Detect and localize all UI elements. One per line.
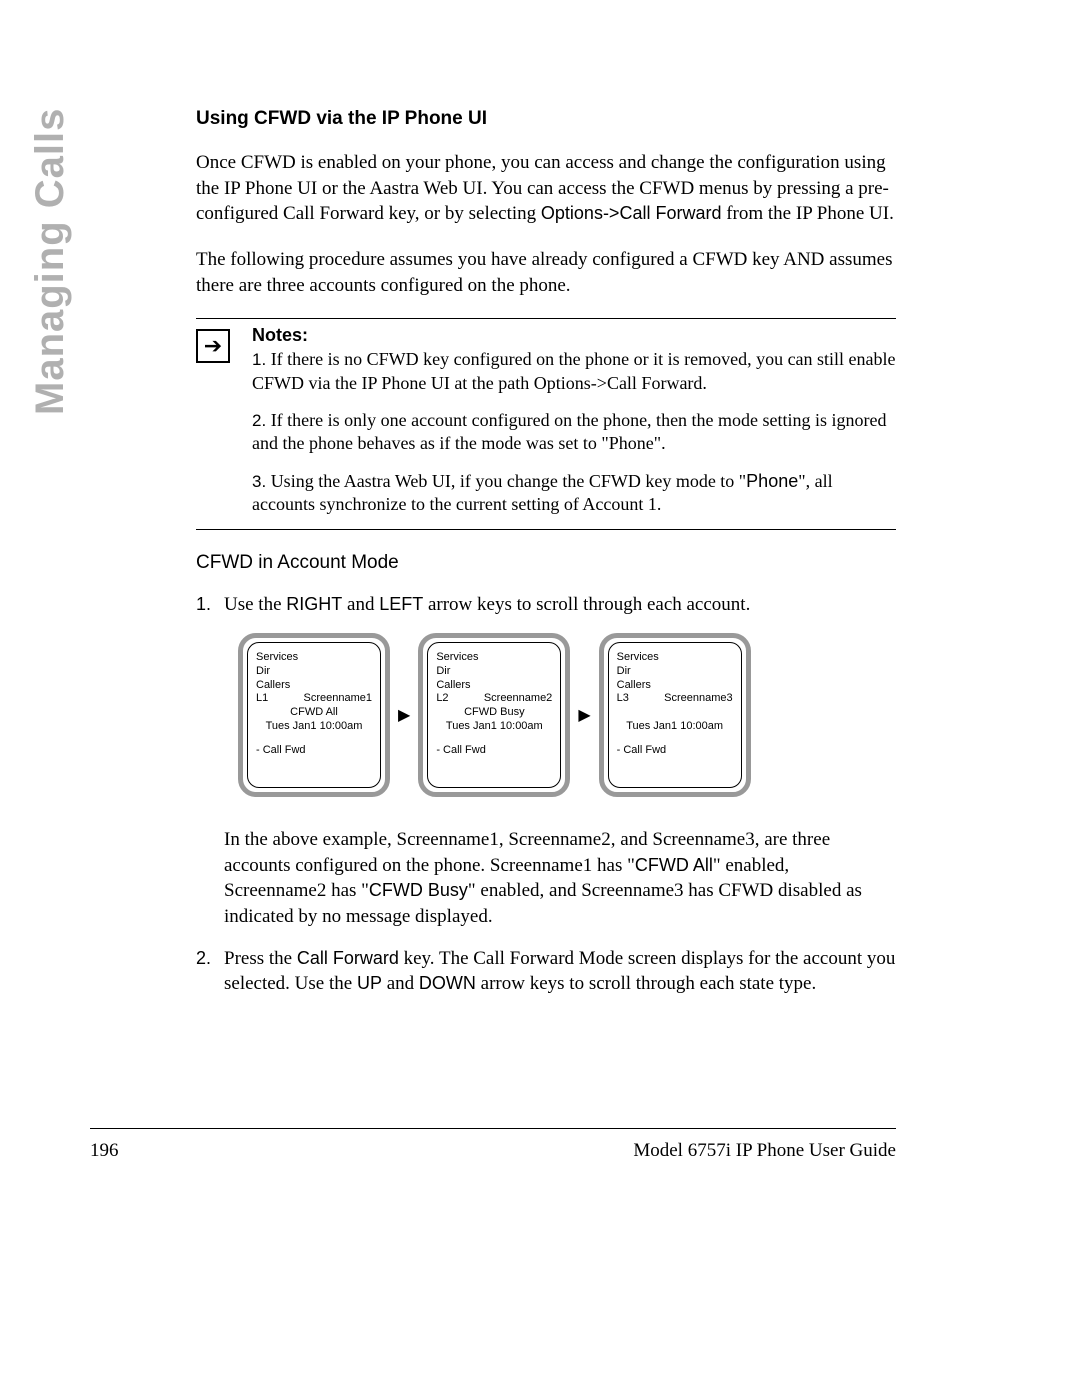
ps3-cfwd xyxy=(617,706,733,720)
note-1-num: 1. xyxy=(252,350,266,369)
ps3-screenname: Screenname3 xyxy=(664,692,733,706)
s1-e: arrow keys to scroll through each accoun… xyxy=(423,594,750,615)
ps1-services: Services xyxy=(256,651,372,665)
p1-c: from the IP Phone UI. xyxy=(721,203,893,224)
step-1-num: 1. xyxy=(196,592,224,618)
ps2-time: Tues Jan1 10:00am xyxy=(436,720,552,734)
note-1: 1. If there is no CFWD key configured on… xyxy=(252,348,896,395)
ps2-screenname: Screenname2 xyxy=(484,692,553,706)
s2-e: and xyxy=(382,973,419,994)
p1-b: Options->Call Forward xyxy=(541,203,722,223)
ps3-callers: Callers xyxy=(617,679,733,693)
phone-screen-3: Services Dir Callers L3 Screenname3 Tues… xyxy=(599,633,751,797)
s2-b: Call Forward xyxy=(297,948,399,968)
note-3-b: Phone xyxy=(746,471,798,491)
s1-c: and xyxy=(342,594,379,615)
footer-rule xyxy=(90,1128,896,1129)
phone-screen-2: Services Dir Callers L2 Screenname2 CFWD… xyxy=(418,633,570,797)
step-1: 1. Use the RIGHT and LEFT arrow keys to … xyxy=(196,592,896,618)
s1-d: LEFT xyxy=(379,594,423,614)
ps1-cfwd: CFWD All xyxy=(256,706,372,720)
ps1-callers: Callers xyxy=(256,679,372,693)
ps2-callfwd: - Call Fwd xyxy=(436,744,552,758)
as-b: CFWD All xyxy=(635,855,713,875)
note-2-text: If there is only one account configured … xyxy=(252,410,887,453)
notes-block: ➔ Notes: 1. If there is no CFWD key conf… xyxy=(196,318,896,529)
ps1-line: L1 xyxy=(256,692,268,706)
page-footer: 196 Model 6757i IP Phone User Guide xyxy=(90,1140,896,1162)
paragraph-1: Once CFWD is enabled on your phone, you … xyxy=(196,150,896,227)
main-content: Using CFWD via the IP Phone UI Once CFWD… xyxy=(196,108,896,1013)
note-3-num: 3. xyxy=(252,472,266,491)
as-d: CFWD Busy xyxy=(369,880,468,900)
note-2-num: 2. xyxy=(252,411,266,430)
s2-g: arrow keys to scroll through each state … xyxy=(476,973,816,994)
page-number: 196 xyxy=(90,1140,119,1162)
ps2-line: L2 xyxy=(436,692,448,706)
s2-d: UP xyxy=(357,973,382,993)
note-3-a: Using the Aastra Web UI, if you change t… xyxy=(266,471,746,491)
s2-f: DOWN xyxy=(419,973,476,993)
section-heading: Using CFWD via the IP Phone UI xyxy=(196,108,896,130)
ps1-callfwd: - Call Fwd xyxy=(256,744,372,758)
ps3-time: Tues Jan1 10:00am xyxy=(617,720,733,734)
phone-screens: Services Dir Callers L1 Screenname1 CFWD… xyxy=(238,633,896,797)
ps2-cfwd: CFWD Busy xyxy=(436,706,552,720)
phone-screen-1: Services Dir Callers L1 Screenname1 CFWD… xyxy=(238,633,390,797)
ps2-callers: Callers xyxy=(436,679,552,693)
ps1-dir: Dir xyxy=(256,665,372,679)
note-3: 3. Using the Aastra Web UI, if you chang… xyxy=(252,470,896,517)
s1-b: RIGHT xyxy=(286,594,342,614)
ps2-services: Services xyxy=(436,651,552,665)
ps2-dir: Dir xyxy=(436,665,552,679)
notes-title: Notes: xyxy=(252,325,896,346)
subheading: CFWD in Account Mode xyxy=(196,552,896,574)
paragraph-2: The following procedure assumes you have… xyxy=(196,247,896,298)
note-1-text: If there is no CFWD key configured on th… xyxy=(252,349,896,392)
ps1-time: Tues Jan1 10:00am xyxy=(256,720,372,734)
after-screens-para: In the above example, Screenname1, Scree… xyxy=(224,827,896,930)
note-arrow-glyph: ➔ xyxy=(204,335,222,357)
arrow-1-icon: ▶ xyxy=(396,705,412,725)
footer-text: Model 6757i IP Phone User Guide xyxy=(633,1140,896,1162)
ps3-services: Services xyxy=(617,651,733,665)
ps1-screenname: Screenname1 xyxy=(304,692,373,706)
note-arrow-icon: ➔ xyxy=(196,329,230,363)
ps3-callfwd: - Call Fwd xyxy=(617,744,733,758)
side-tab: Managing Calls xyxy=(28,108,73,415)
ps3-dir: Dir xyxy=(617,665,733,679)
note-2: 2. If there is only one account configur… xyxy=(252,409,896,456)
side-tab-text: Managing Calls xyxy=(28,108,72,415)
step-2-num: 2. xyxy=(196,946,224,997)
ps3-line: L3 xyxy=(617,692,629,706)
s1-a: Use the xyxy=(224,594,286,615)
arrow-2-icon: ▶ xyxy=(576,705,592,725)
step-2: 2. Press the Call Forward key. The Call … xyxy=(196,946,896,997)
s2-a: Press the xyxy=(224,948,297,969)
